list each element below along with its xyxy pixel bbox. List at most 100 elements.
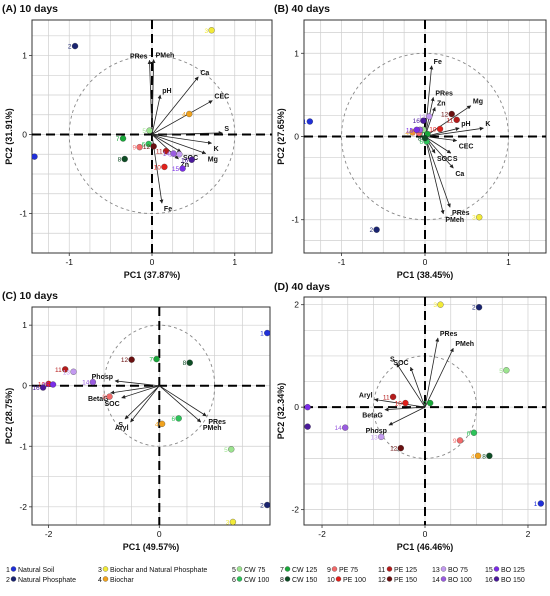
vector-arrow: [424, 337, 440, 408]
point-label: 10: [154, 164, 162, 171]
vector-label: Zn: [180, 162, 189, 169]
vector-arrow: [159, 385, 202, 423]
vector-arrow: [151, 134, 207, 155]
x-tick-label: 1: [506, 257, 511, 267]
legend-number: 14: [432, 577, 440, 584]
sample-point: [208, 27, 215, 34]
vector-label: K: [485, 121, 490, 128]
legend-item: 4 Biochar: [98, 576, 134, 584]
sample-point: [474, 452, 482, 459]
y-tick-label: 0: [294, 132, 299, 142]
sample-point: [188, 156, 195, 163]
grid: [32, 307, 271, 525]
sample-point: [146, 127, 153, 134]
panel-title: (C) 10 days: [2, 290, 58, 302]
legend-item: 7 CW 125: [280, 566, 317, 574]
x-axis-label: PC1 (37.87%): [124, 270, 181, 280]
sample-point: [119, 135, 127, 142]
sample-point: [106, 393, 113, 400]
vector-arrow: [151, 94, 162, 135]
vector-label: PRes: [435, 90, 453, 97]
panel-1: (A) 10 daysPResPMehCapHCECSKMgSOCZnFe123…: [2, 3, 273, 280]
y-axis-label: PC2 (32.34%): [276, 383, 286, 440]
point-label: 12: [441, 112, 449, 119]
legend-item: 9 PE 75: [327, 566, 358, 574]
point-label: 4: [405, 130, 409, 137]
vector-arrow: [151, 76, 199, 135]
sample-point: [153, 355, 160, 363]
point-label: 12: [390, 446, 398, 453]
point-label: 4: [155, 421, 159, 428]
x-tick-label: -2: [45, 529, 53, 539]
sample-point: [161, 163, 168, 171]
vector-label: PMeh: [203, 425, 222, 432]
panel-3: (C) 10 daysPhospBetaGSOCSArylPResPMeh123…: [2, 290, 271, 552]
x-tick-label: -2: [318, 529, 326, 539]
sample-point: [186, 359, 193, 366]
legend-number: 9: [327, 567, 331, 574]
vector-label: PMeh: [455, 341, 474, 348]
point-label: 13: [370, 434, 378, 441]
vector-arrow: [374, 398, 426, 408]
panel-title: (A) 10 days: [2, 3, 58, 15]
legend-label: Natural Phosphate: [18, 577, 76, 584]
legend-label: Natural Soil: [18, 567, 55, 574]
sample-point: [342, 424, 349, 431]
legend-marker: [335, 576, 342, 582]
sample-point: [186, 110, 193, 118]
legend-marker: [102, 566, 109, 572]
legend-number: 4: [98, 577, 102, 584]
y-axis-label: PC2 (28.75%): [4, 388, 14, 445]
sample-point: [437, 301, 444, 308]
legend-item: 8 CW 150: [280, 576, 317, 584]
legend: 1 Natural Soil 2 Natural Phosphate 3 Biochar …: [6, 566, 525, 584]
plot-area: PResPMehCapHCECSKMgSOCZnFe12345678910111…: [27, 20, 272, 253]
vector-arrow: [424, 65, 434, 137]
plot-frame: [31, 306, 271, 526]
legend-marker: [236, 576, 243, 582]
point-label: 3: [433, 302, 437, 309]
vector-label: Mg: [473, 99, 483, 106]
point-label: 14: [409, 127, 417, 134]
sample-point: [420, 117, 427, 124]
vector-arrow: [396, 363, 426, 408]
legend-number: 7: [280, 567, 284, 574]
sample-point: [413, 126, 420, 133]
vector-label: Aryl: [359, 392, 373, 399]
y-tick-label: 0: [22, 130, 27, 140]
point-label: 7: [423, 401, 427, 408]
point-label: 6: [142, 142, 146, 149]
legend-number: 8: [280, 577, 284, 584]
point-label: 16: [297, 424, 305, 431]
x-tick-label: 0: [157, 529, 162, 539]
axis-ticks: -1 0 1 -1 0 1: [19, 51, 237, 267]
legend-label: BO 100: [448, 577, 472, 584]
sample-point: [175, 415, 182, 422]
point-label: 13: [63, 369, 71, 376]
point-label: 1: [534, 501, 538, 508]
point-label: 1: [27, 154, 31, 161]
legend-marker: [331, 566, 338, 572]
point-label: 3: [226, 519, 230, 526]
legend-item: 16 BO 150: [485, 576, 525, 584]
y-tick-label: -1: [291, 215, 299, 225]
y-axis-label: PC2 (27.65%): [276, 108, 286, 165]
vector-label: Fe: [434, 59, 442, 66]
legend-marker: [386, 576, 393, 582]
vector-arrow: [121, 385, 160, 399]
y-tick-label: 0: [294, 402, 299, 412]
vector-arrow: [424, 347, 454, 408]
vector-arrow: [151, 134, 182, 153]
vector-label: SOC: [437, 156, 452, 163]
panel-title: (D) 40 days: [274, 281, 330, 293]
panel-title: (B) 40 days: [274, 3, 330, 15]
point-label: 15: [42, 382, 50, 389]
point-label: 8: [482, 453, 486, 460]
legend-item: 5 CW 75: [232, 566, 266, 574]
point-label: 14: [163, 151, 171, 158]
point-label: 3: [472, 215, 476, 222]
sample-point: [228, 446, 235, 453]
